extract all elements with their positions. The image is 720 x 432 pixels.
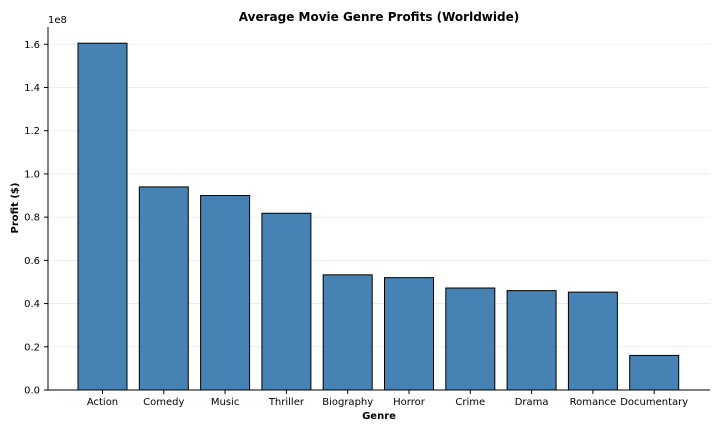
x-tick-label-romance: Romance	[570, 397, 616, 408]
y-ticks: 0.0 0.2 0.4 0.6 0.8 1.0 1.2 1.4 1.6	[24, 40, 48, 397]
bar-crime	[446, 288, 495, 390]
x-tick-label-thriller: Thriller	[268, 397, 305, 408]
x-ticks: Action Comedy Music Thriller Biography Horror…	[87, 390, 688, 408]
bar-horror	[385, 278, 434, 390]
x-tick-label-comedy: Comedy	[143, 397, 184, 408]
y-tick-label: 1.2	[24, 126, 40, 137]
x-tick-label-horror: Horror	[393, 397, 426, 408]
y-axis-label: Profit ($)	[10, 183, 21, 234]
x-tick-label-biography: Biography	[322, 397, 373, 408]
x-tick-label-documentary: Documentary	[620, 397, 688, 408]
bar-action	[78, 43, 127, 390]
y-tick-label: 1.4	[24, 83, 40, 94]
x-tick-label-drama: Drama	[515, 397, 549, 408]
bar-music	[201, 196, 250, 390]
bar-documentary	[630, 355, 679, 390]
bar-romance	[568, 292, 617, 390]
y-tick-label: 1.0	[24, 169, 40, 180]
y-tick-label: 0.2	[24, 342, 40, 353]
chart-title: Average Movie Genre Profits (Worldwide)	[239, 10, 519, 24]
x-tick-label-music: Music	[211, 397, 239, 408]
bar-biography	[323, 275, 372, 390]
x-tick-label-crime: Crime	[455, 397, 485, 408]
x-tick-label-action: Action	[87, 397, 118, 408]
y-tick-label: 0.4	[24, 299, 40, 310]
bars	[78, 43, 679, 390]
x-axis-label: Genre	[362, 411, 396, 422]
bar-thriller	[262, 213, 311, 390]
y-tick-label: 0.0	[24, 386, 40, 397]
bar-comedy	[139, 187, 188, 390]
y-axis-multiplier: 1e8	[48, 15, 67, 26]
y-tick-label: 0.8	[24, 213, 40, 224]
bar-drama	[507, 291, 556, 390]
y-tick-label: 1.6	[24, 40, 40, 51]
y-tick-label: 0.6	[24, 256, 40, 267]
